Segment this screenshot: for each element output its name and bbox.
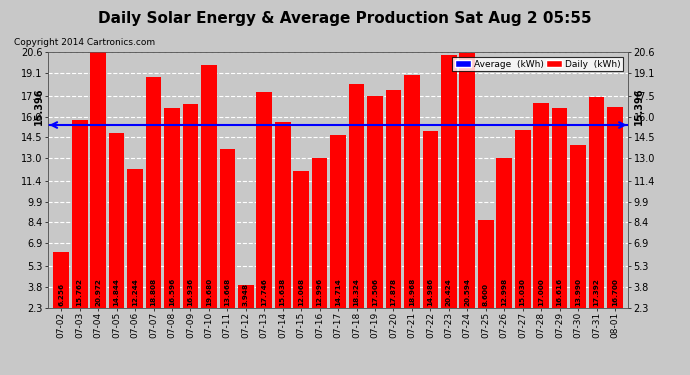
- Text: 18.968: 18.968: [409, 278, 415, 306]
- Bar: [90, 47, 106, 308]
- Text: 17.000: 17.000: [538, 278, 544, 306]
- Text: 15.638: 15.638: [279, 278, 286, 306]
- Text: 15.030: 15.030: [520, 278, 526, 306]
- Bar: [257, 92, 272, 308]
- Bar: [515, 130, 531, 308]
- Bar: [331, 135, 346, 308]
- Text: 16.616: 16.616: [557, 278, 562, 306]
- Text: 16.936: 16.936: [188, 278, 193, 306]
- Text: 14.986: 14.986: [427, 278, 433, 306]
- Text: 12.996: 12.996: [317, 278, 323, 306]
- Text: 17.746: 17.746: [262, 278, 267, 306]
- Bar: [386, 90, 402, 308]
- Bar: [533, 103, 549, 308]
- Bar: [183, 104, 198, 308]
- Text: 18.324: 18.324: [353, 278, 359, 306]
- Text: 18.808: 18.808: [150, 278, 157, 306]
- Text: 20.424: 20.424: [446, 278, 452, 306]
- Bar: [441, 55, 457, 308]
- Bar: [422, 131, 438, 308]
- Bar: [312, 159, 328, 308]
- Text: 17.392: 17.392: [593, 278, 600, 306]
- Text: 15.396: 15.396: [34, 87, 44, 125]
- Bar: [607, 107, 623, 307]
- Bar: [460, 53, 475, 308]
- Text: 15.396: 15.396: [634, 87, 644, 125]
- Text: 20.972: 20.972: [95, 278, 101, 306]
- Text: 16.596: 16.596: [169, 278, 175, 306]
- Text: 19.680: 19.680: [206, 278, 212, 306]
- Text: 14.714: 14.714: [335, 278, 341, 306]
- Bar: [238, 285, 254, 308]
- Text: 12.244: 12.244: [132, 278, 138, 306]
- Bar: [589, 97, 604, 308]
- Bar: [293, 171, 309, 308]
- Text: 8.600: 8.600: [483, 283, 489, 306]
- Bar: [72, 120, 88, 308]
- Bar: [570, 145, 586, 308]
- Text: 12.998: 12.998: [501, 278, 507, 306]
- Legend: Average  (kWh), Daily  (kWh): Average (kWh), Daily (kWh): [452, 57, 623, 71]
- Text: Copyright 2014 Cartronics.com: Copyright 2014 Cartronics.com: [14, 38, 155, 47]
- Bar: [404, 75, 420, 308]
- Bar: [127, 169, 143, 308]
- Bar: [367, 96, 383, 308]
- Bar: [53, 252, 69, 308]
- Text: 3.948: 3.948: [243, 283, 249, 306]
- Bar: [219, 149, 235, 308]
- Text: 20.594: 20.594: [464, 278, 471, 306]
- Bar: [478, 220, 493, 308]
- Text: 17.506: 17.506: [372, 278, 378, 306]
- Text: 6.256: 6.256: [58, 283, 64, 306]
- Bar: [109, 133, 124, 308]
- Bar: [146, 78, 161, 308]
- Text: 14.844: 14.844: [114, 278, 119, 306]
- Text: 17.878: 17.878: [391, 278, 397, 306]
- Text: Daily Solar Energy & Average Production Sat Aug 2 05:55: Daily Solar Energy & Average Production …: [98, 11, 592, 26]
- Text: 12.068: 12.068: [298, 278, 304, 306]
- Bar: [275, 122, 290, 308]
- Bar: [164, 108, 180, 307]
- Text: 15.762: 15.762: [77, 278, 83, 306]
- Bar: [496, 158, 512, 308]
- Text: 16.700: 16.700: [612, 278, 618, 306]
- Bar: [201, 65, 217, 308]
- Text: 13.990: 13.990: [575, 278, 581, 306]
- Bar: [348, 84, 364, 308]
- Bar: [552, 108, 567, 308]
- Text: 13.668: 13.668: [224, 278, 230, 306]
